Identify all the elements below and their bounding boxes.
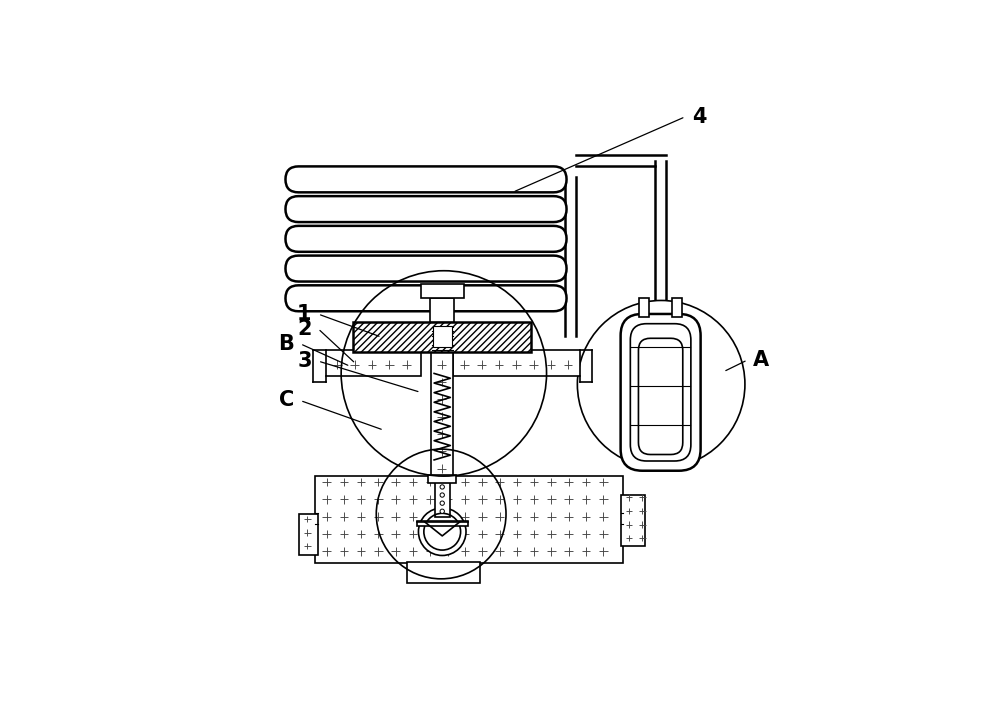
Bar bbox=[421, 284, 464, 298]
Text: 3: 3 bbox=[297, 351, 312, 371]
Circle shape bbox=[577, 300, 745, 468]
FancyBboxPatch shape bbox=[285, 166, 567, 192]
Bar bbox=[326, 350, 421, 376]
Circle shape bbox=[440, 493, 444, 497]
Circle shape bbox=[440, 485, 444, 489]
FancyBboxPatch shape bbox=[638, 338, 683, 454]
Bar bbox=[435, 476, 450, 517]
Bar bbox=[299, 514, 318, 555]
Text: C: C bbox=[279, 390, 294, 411]
Bar bbox=[639, 298, 649, 317]
Circle shape bbox=[418, 508, 466, 555]
Bar bbox=[453, 350, 580, 376]
FancyBboxPatch shape bbox=[621, 314, 701, 471]
Bar bbox=[433, 326, 452, 347]
Bar bbox=[315, 476, 623, 562]
FancyBboxPatch shape bbox=[285, 256, 567, 282]
Bar bbox=[431, 352, 453, 479]
FancyBboxPatch shape bbox=[285, 285, 567, 311]
Text: 1: 1 bbox=[297, 304, 312, 324]
Text: 4: 4 bbox=[692, 107, 706, 126]
FancyBboxPatch shape bbox=[285, 226, 567, 252]
Bar bbox=[672, 298, 682, 317]
Bar bbox=[621, 495, 645, 546]
Bar bbox=[353, 322, 531, 352]
Circle shape bbox=[440, 509, 444, 513]
Bar bbox=[407, 562, 480, 583]
Bar bbox=[417, 521, 468, 526]
Text: 2: 2 bbox=[297, 319, 312, 338]
Bar bbox=[430, 298, 454, 322]
Bar bbox=[428, 475, 456, 482]
Text: A: A bbox=[753, 350, 769, 370]
FancyBboxPatch shape bbox=[630, 324, 691, 461]
Circle shape bbox=[440, 501, 444, 505]
Bar bbox=[353, 322, 531, 352]
FancyBboxPatch shape bbox=[285, 196, 567, 222]
Text: B: B bbox=[279, 333, 294, 354]
